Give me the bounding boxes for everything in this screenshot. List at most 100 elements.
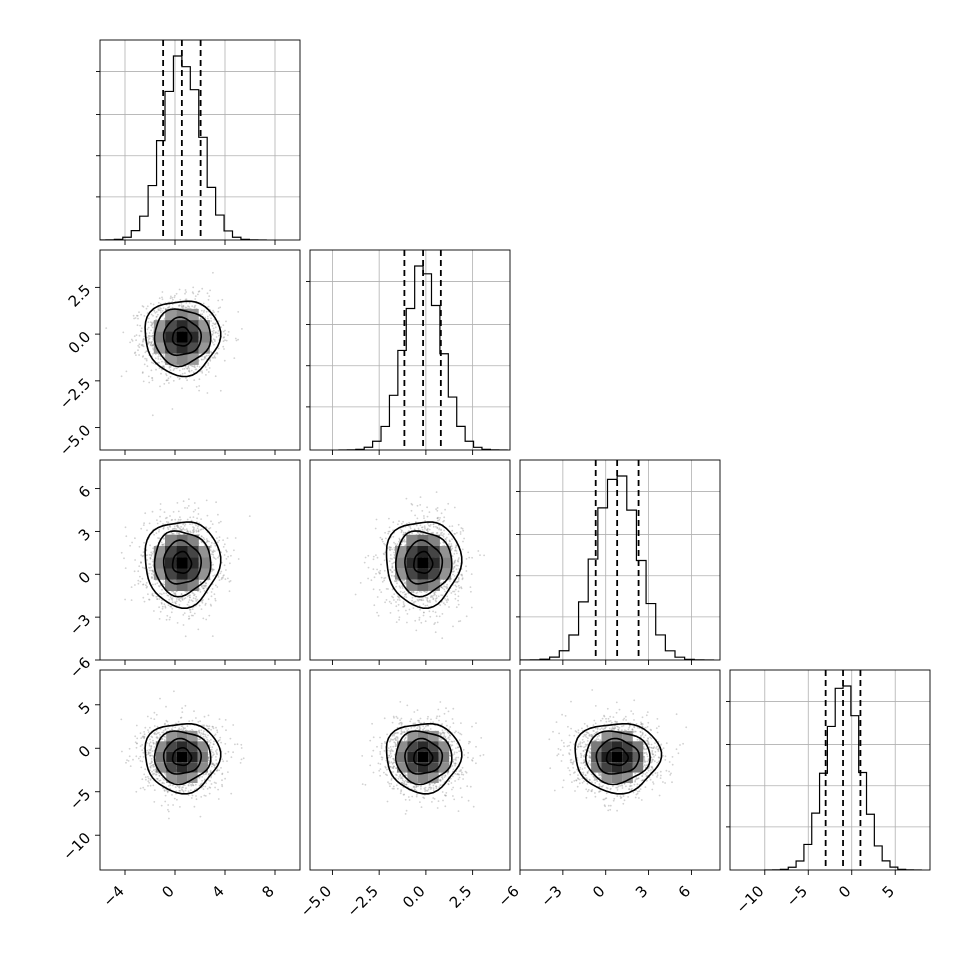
scatter-point bbox=[424, 528, 426, 530]
scatter-point bbox=[388, 530, 391, 533]
scatter-point bbox=[453, 561, 456, 563]
scatter-point bbox=[442, 520, 444, 523]
scatter-point bbox=[370, 579, 373, 582]
scatter-point bbox=[152, 564, 155, 567]
scatter-point bbox=[435, 491, 438, 493]
scatter-point bbox=[437, 595, 440, 598]
scatter-point bbox=[171, 599, 174, 601]
scatter-point bbox=[144, 512, 147, 515]
scatter-point bbox=[151, 569, 154, 572]
scatter-point bbox=[200, 318, 203, 321]
contour-line bbox=[385, 521, 463, 609]
scatter-point bbox=[423, 517, 425, 519]
scatter-point bbox=[143, 600, 146, 603]
scatter-point bbox=[197, 513, 200, 515]
scatter-point bbox=[149, 569, 151, 572]
scatter-point bbox=[216, 537, 218, 539]
scatter-point bbox=[408, 608, 411, 611]
scatter-point bbox=[186, 590, 189, 593]
scatter-point bbox=[134, 537, 136, 540]
scatter-point bbox=[208, 540, 210, 543]
scatter-point bbox=[195, 595, 198, 598]
scatter-point bbox=[145, 359, 148, 362]
scatter-point bbox=[419, 496, 422, 498]
scatter-point bbox=[465, 570, 468, 572]
scatter-point bbox=[170, 597, 173, 600]
scatter-point bbox=[184, 366, 187, 368]
scatter-point bbox=[159, 508, 162, 511]
scatter-point bbox=[221, 577, 223, 579]
scatter-point bbox=[146, 554, 149, 556]
scatter-point bbox=[151, 560, 154, 563]
scatter-point bbox=[456, 564, 459, 567]
scatter-point bbox=[199, 317, 202, 320]
scatter-point bbox=[218, 334, 220, 337]
scatter-point bbox=[444, 590, 446, 593]
scatter-point bbox=[171, 518, 174, 521]
scatter-point bbox=[409, 527, 412, 530]
scatter-point bbox=[174, 527, 176, 530]
scatter-point bbox=[418, 531, 420, 534]
scatter-point bbox=[170, 605, 173, 608]
scatter-point bbox=[176, 598, 178, 600]
scatter-point bbox=[426, 506, 428, 509]
scatter-point bbox=[413, 601, 415, 603]
scatter-point bbox=[197, 290, 200, 293]
scatter-point bbox=[465, 615, 468, 618]
scatter-point bbox=[203, 538, 206, 541]
scatter-point bbox=[214, 584, 217, 587]
density-cell bbox=[165, 557, 177, 569]
scatter-point bbox=[428, 511, 431, 513]
scatter-point bbox=[453, 570, 455, 573]
scatter-point bbox=[204, 316, 207, 319]
scatter-point bbox=[416, 591, 419, 594]
scatter-point bbox=[434, 631, 437, 634]
scatter-point bbox=[169, 369, 172, 371]
scatter-point bbox=[159, 309, 162, 312]
scatter-point bbox=[150, 566, 153, 569]
scatter-point bbox=[213, 338, 216, 341]
scatter-point bbox=[205, 538, 208, 540]
scatter-point bbox=[445, 587, 448, 590]
scatter-point bbox=[424, 596, 427, 599]
scatter-point bbox=[434, 593, 436, 596]
scatter-point bbox=[435, 597, 437, 600]
scatter-point bbox=[194, 298, 197, 300]
scatter-point bbox=[209, 527, 212, 529]
scatter-point bbox=[184, 507, 186, 509]
scatter-point bbox=[423, 525, 426, 527]
scatter-point bbox=[388, 517, 390, 520]
scatter-point bbox=[214, 314, 217, 316]
scatter-point bbox=[163, 543, 166, 545]
scatter-point bbox=[192, 292, 195, 295]
scatter-point bbox=[427, 530, 429, 533]
scatter-point bbox=[152, 344, 155, 346]
scatter-point bbox=[448, 543, 450, 545]
density-cell bbox=[176, 557, 188, 569]
scatter-point bbox=[398, 540, 400, 543]
scatter-point bbox=[436, 597, 438, 599]
scatter-point bbox=[398, 538, 401, 541]
scatter-point bbox=[453, 561, 456, 564]
scatter-point bbox=[179, 597, 182, 600]
scatter-point bbox=[189, 596, 191, 599]
scatter-point bbox=[156, 598, 159, 600]
scatter-point bbox=[158, 606, 161, 609]
panel-content bbox=[100, 40, 300, 240]
scatter-point bbox=[451, 568, 454, 571]
scatter-point bbox=[168, 525, 171, 528]
scatter-point bbox=[186, 367, 189, 370]
scatter-point bbox=[125, 535, 128, 538]
scatter-point bbox=[152, 570, 154, 573]
scatter-point bbox=[150, 369, 153, 372]
scatter-point bbox=[446, 598, 449, 600]
scatter-point bbox=[207, 298, 210, 301]
scatter-point bbox=[183, 597, 186, 600]
scatter-point bbox=[164, 517, 167, 520]
scatter-point bbox=[202, 584, 205, 587]
scatter-point bbox=[444, 538, 447, 541]
density-cell bbox=[176, 568, 188, 580]
scatter-point bbox=[410, 509, 413, 512]
scatter-point bbox=[395, 601, 397, 603]
scatter-point bbox=[385, 588, 388, 590]
